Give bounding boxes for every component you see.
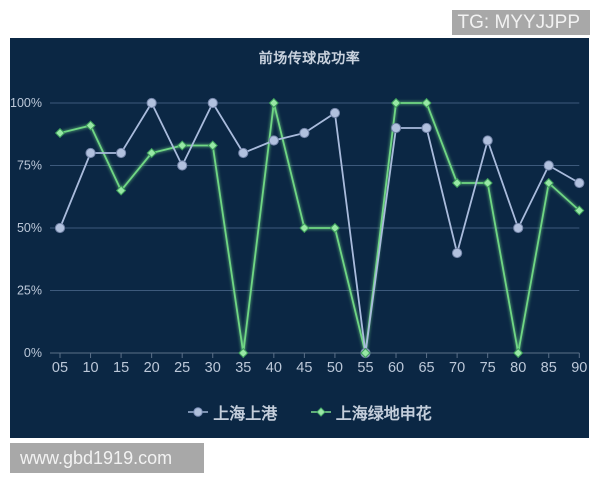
- svg-text:50%: 50%: [17, 221, 42, 235]
- svg-text:20: 20: [144, 360, 160, 376]
- svg-text:90: 90: [571, 360, 587, 376]
- svg-text:0%: 0%: [24, 346, 42, 360]
- svg-text:30: 30: [205, 360, 221, 376]
- svg-text:45: 45: [296, 360, 312, 376]
- svg-text:25: 25: [174, 360, 190, 376]
- svg-text:15: 15: [113, 360, 129, 376]
- svg-text:65: 65: [418, 360, 434, 376]
- svg-text:70: 70: [449, 360, 465, 376]
- svg-text:75: 75: [480, 360, 496, 376]
- svg-text:05: 05: [52, 360, 68, 376]
- svg-text:75%: 75%: [17, 159, 42, 173]
- svg-text:35: 35: [235, 360, 251, 376]
- svg-text:25%: 25%: [17, 284, 42, 298]
- svg-text:10: 10: [82, 360, 98, 376]
- svg-text:55: 55: [357, 360, 373, 376]
- svg-text:100%: 100%: [10, 96, 42, 110]
- svg-text:40: 40: [266, 360, 282, 376]
- svg-text:60: 60: [388, 360, 404, 376]
- svg-text:80: 80: [510, 360, 526, 376]
- svg-text:50: 50: [327, 360, 343, 376]
- svg-text:85: 85: [541, 360, 557, 376]
